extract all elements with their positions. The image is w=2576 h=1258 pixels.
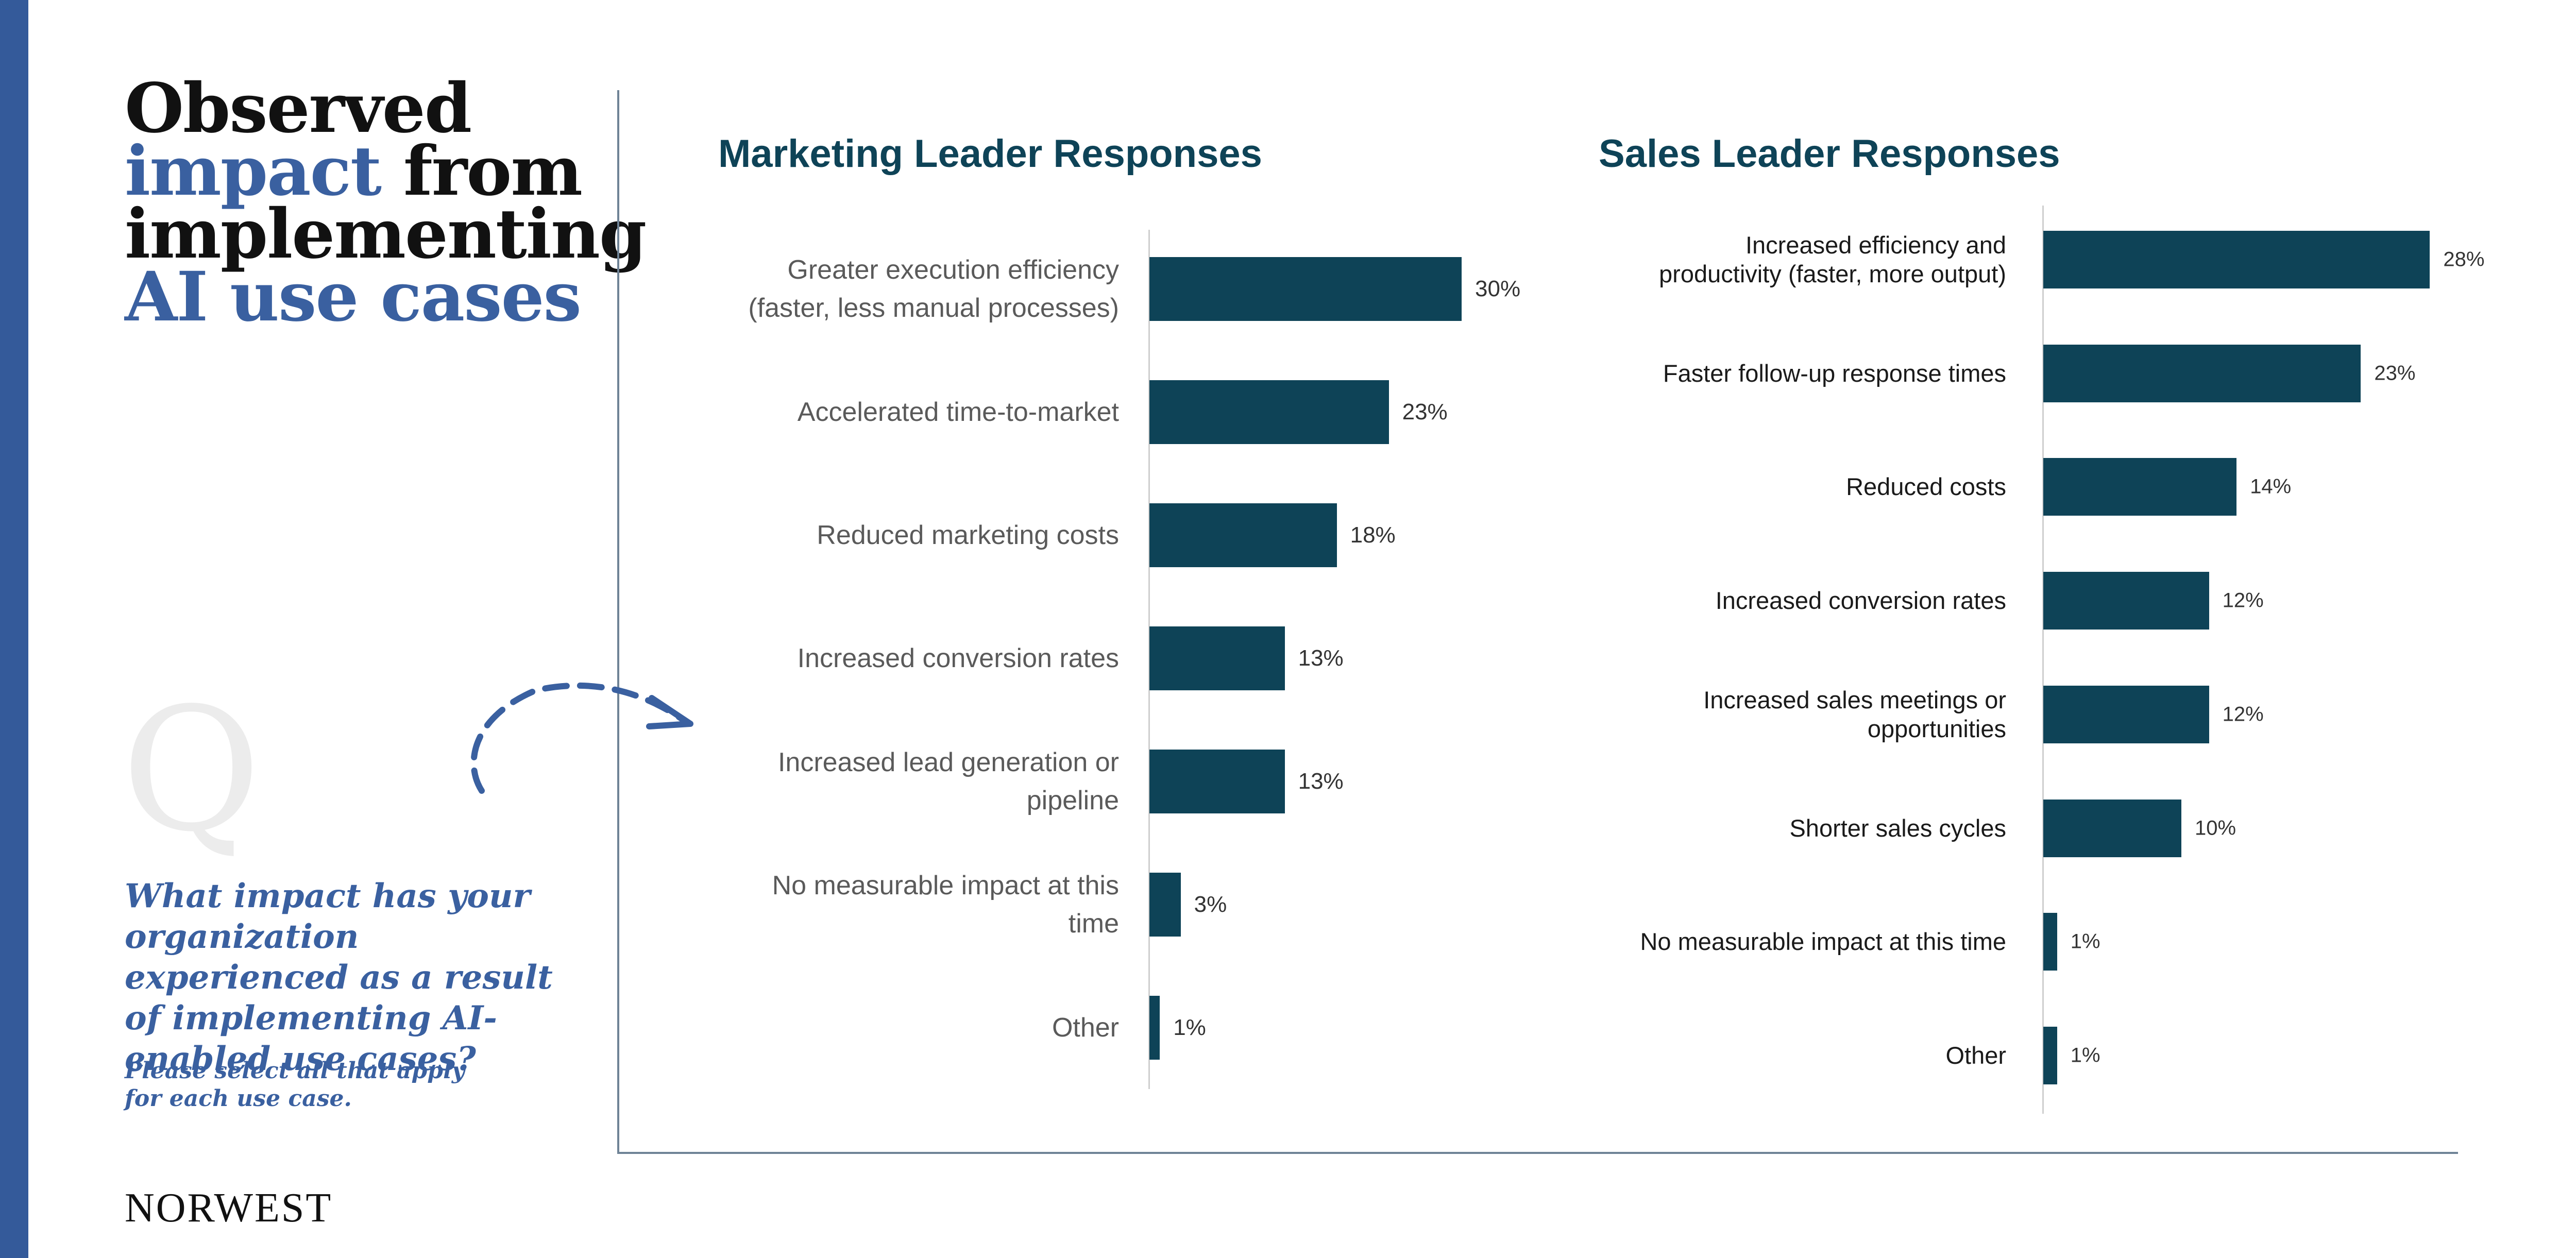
bar bbox=[2043, 458, 2237, 516]
title-line: Observed bbox=[125, 75, 646, 143]
category-label: Increased conversion rates bbox=[797, 643, 1119, 673]
arrow bbox=[470, 682, 693, 794]
title-word: Observed bbox=[125, 69, 472, 148]
value-label: 1% bbox=[2070, 1044, 2100, 1067]
title-line: AI use cases bbox=[125, 263, 646, 331]
value-label: 30% bbox=[1475, 276, 1521, 301]
q-mark: Q bbox=[122, 671, 261, 869]
bar bbox=[1149, 996, 1160, 1060]
title-word: AI use cases bbox=[125, 257, 582, 337]
bar bbox=[2043, 572, 2209, 630]
value-label: 10% bbox=[2195, 817, 2236, 839]
value-label: 3% bbox=[1194, 892, 1227, 917]
category-label: Faster follow-up response times bbox=[1663, 359, 2006, 387]
category-label: Greater execution efficiency (faster, le… bbox=[748, 255, 1119, 323]
bar bbox=[1149, 380, 1389, 444]
axis-line bbox=[1148, 230, 1150, 1089]
value-label: 23% bbox=[1402, 399, 1448, 424]
category-label: No measurable impact at this time bbox=[772, 871, 1119, 939]
value-label: 1% bbox=[2070, 930, 2100, 953]
value-label: 28% bbox=[2443, 248, 2485, 271]
bar bbox=[2043, 344, 2361, 402]
divider bbox=[617, 90, 619, 1153]
bar bbox=[2043, 1026, 2057, 1084]
category-label: No measurable impact at this time bbox=[1640, 928, 2006, 956]
brand: NORWEST bbox=[125, 1185, 333, 1231]
category-label: Other bbox=[1945, 1041, 2006, 1069]
category-label: Shorter sales cycles bbox=[1789, 814, 2006, 842]
question-note: Please select all that apply for each us… bbox=[125, 1058, 465, 1112]
category-label: Other bbox=[1052, 1013, 1119, 1043]
category-label: Increased efficiency and productivity (f… bbox=[1659, 231, 2006, 287]
bar bbox=[1149, 626, 1285, 690]
category-label: Accelerated time-to-market bbox=[797, 397, 1119, 427]
bar bbox=[1149, 503, 1337, 567]
chart-title: Marketing Leader Responses bbox=[718, 132, 1262, 176]
footer-rule bbox=[617, 1152, 2458, 1154]
bar bbox=[2043, 799, 2181, 857]
value-label: 1% bbox=[1173, 1015, 1206, 1040]
value-label: 12% bbox=[2222, 589, 2264, 612]
bar bbox=[1149, 873, 1181, 937]
title-line: impact from bbox=[125, 138, 646, 206]
category-label: Increased lead generation or pipeline bbox=[777, 747, 1119, 815]
value-label: 23% bbox=[2374, 362, 2416, 385]
value-label: 13% bbox=[1298, 645, 1344, 671]
bar bbox=[2043, 231, 2430, 288]
title-line: implementing bbox=[125, 200, 647, 268]
category-label: Increased sales meetings or opportunitie… bbox=[1703, 686, 2006, 742]
title-word: impact bbox=[125, 131, 382, 211]
side-stripe bbox=[0, 0, 28, 1258]
value-label: 14% bbox=[2250, 475, 2292, 498]
value-label: 13% bbox=[1298, 769, 1344, 794]
axis-line bbox=[2042, 206, 2044, 1114]
bar bbox=[1149, 750, 1285, 813]
bar bbox=[2043, 913, 2057, 971]
category-label: Increased conversion rates bbox=[1715, 587, 2006, 615]
page-title: Observed impact from implementing AI use ca… bbox=[125, 75, 647, 331]
bar bbox=[2043, 685, 2209, 743]
chart-title: Sales Leader Responses bbox=[1599, 132, 2060, 176]
title-word: implementing bbox=[125, 194, 647, 274]
bar bbox=[1149, 257, 1462, 321]
question-text: What impact has your organization experi… bbox=[125, 877, 553, 1078]
value-label: 12% bbox=[2222, 703, 2264, 726]
value-label: 18% bbox=[1350, 522, 1396, 548]
category-label: Reduced marketing costs bbox=[817, 520, 1119, 550]
title-word: from bbox=[403, 131, 583, 211]
category-label: Reduced costs bbox=[1846, 473, 2006, 501]
